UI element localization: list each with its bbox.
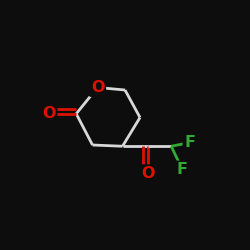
Text: F: F	[177, 162, 188, 178]
Text: O: O	[42, 106, 56, 121]
Text: O: O	[91, 80, 104, 95]
Text: O: O	[141, 166, 154, 181]
Text: F: F	[184, 135, 196, 150]
